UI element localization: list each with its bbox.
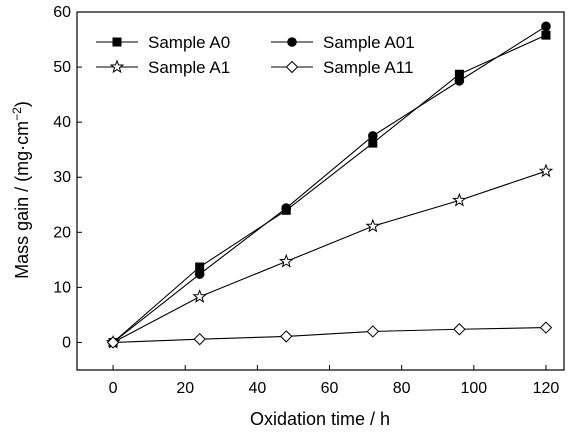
y-axis-title-close: ) bbox=[12, 101, 32, 107]
x-tick-label: 80 bbox=[393, 380, 411, 397]
legend-label: Sample A11 bbox=[323, 58, 413, 77]
data-point-series-1 bbox=[454, 69, 464, 79]
x-axis-title: Oxidation time / h bbox=[250, 409, 390, 429]
y-tick-label: 60 bbox=[53, 4, 71, 21]
data-point-series-4 bbox=[453, 323, 466, 336]
x-axis-ticks: 0 20 40 60 80 100 120 bbox=[109, 365, 560, 397]
data-point-series-3 bbox=[365, 218, 381, 233]
data-point-series-4 bbox=[366, 325, 380, 338]
x-tick-label: 0 bbox=[109, 380, 118, 397]
data-point-series-2 bbox=[368, 131, 378, 141]
data-point-series-3 bbox=[278, 253, 294, 268]
data-point-series-2 bbox=[281, 203, 292, 213]
y-tick-label: 50 bbox=[53, 59, 71, 76]
legend-label: Sample A0 bbox=[148, 33, 230, 52]
data-point-series-4 bbox=[106, 336, 120, 349]
plot-frame bbox=[76, 11, 565, 371]
data-point-series-3 bbox=[538, 163, 554, 178]
legend-marker bbox=[287, 37, 297, 47]
y-axis-title: Mass gain / (mg·cm−2) bbox=[10, 101, 32, 279]
y-tick-label: 40 bbox=[53, 114, 71, 131]
x-tick-label: 20 bbox=[176, 380, 194, 397]
y-axis-ticks: 0 10 20 30 40 50 60 bbox=[53, 4, 82, 351]
data-point-series-3 bbox=[452, 192, 467, 207]
data-point-series-3 bbox=[192, 289, 207, 303]
data-point-series-1 bbox=[541, 30, 551, 40]
legend-label: Sample A01 bbox=[323, 33, 415, 52]
legend-label: Sample A1 bbox=[148, 58, 230, 77]
data-point-series-4 bbox=[539, 321, 553, 334]
y-tick-label: 10 bbox=[53, 279, 71, 296]
x-tick-label: 120 bbox=[533, 380, 560, 397]
data-point-series-1 bbox=[195, 262, 205, 272]
y-tick-label: 30 bbox=[53, 169, 71, 186]
legend-marker bbox=[109, 59, 125, 74]
y-tick-label: 20 bbox=[53, 224, 71, 241]
x-tick-label: 60 bbox=[321, 380, 339, 397]
y-tick-label: 0 bbox=[62, 334, 71, 351]
data-point-series-2 bbox=[454, 76, 465, 86]
data-point-series-1 bbox=[368, 138, 378, 148]
series-line-1 bbox=[112, 34, 547, 343]
y-axis-title-main: Mass gain / (mg·cm bbox=[12, 121, 32, 279]
data-point-series-4 bbox=[280, 330, 293, 343]
x-tick-label: 40 bbox=[248, 380, 266, 397]
legend-marker bbox=[285, 60, 299, 74]
legend: Sample A0 Sample A01 Sample A1 Sample A11 bbox=[96, 33, 415, 77]
x-tick-label: 100 bbox=[460, 380, 487, 397]
series-line-4 bbox=[113, 327, 546, 344]
data-series bbox=[105, 21, 554, 349]
legend-marker bbox=[112, 37, 122, 47]
series-line-2 bbox=[112, 25, 547, 343]
y-axis-title-superscript: −2 bbox=[10, 107, 24, 121]
data-point-series-2 bbox=[541, 21, 551, 32]
data-point-series-4 bbox=[193, 332, 206, 346]
data-point-series-2 bbox=[194, 269, 205, 279]
series-line-3 bbox=[112, 170, 547, 343]
